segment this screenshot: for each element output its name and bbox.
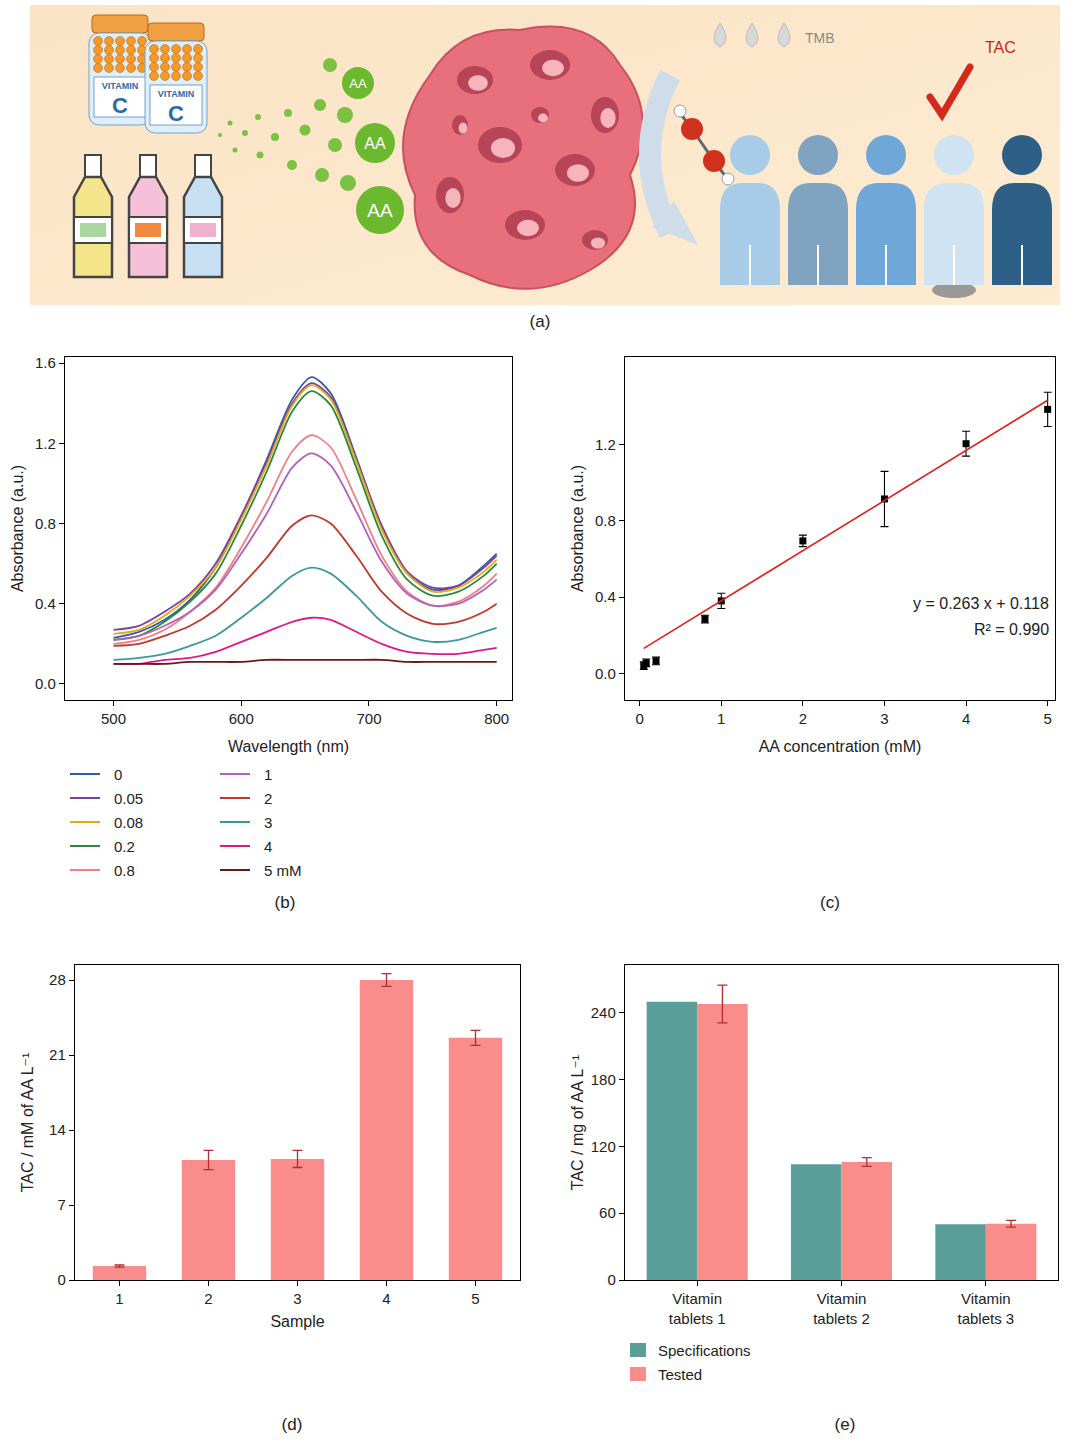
svg-text:Absorbance (a.u.): Absorbance (a.u.) — [569, 465, 586, 592]
svg-text:0: 0 — [636, 710, 644, 727]
svg-text:28: 28 — [49, 971, 66, 988]
svg-text:0: 0 — [57, 1271, 65, 1288]
svg-text:1.2: 1.2 — [595, 436, 616, 453]
html-text:1: 1 — [264, 765, 273, 783]
html-text:0.05: 0.05 — [114, 789, 144, 807]
svg-text:0.0: 0.0 — [595, 665, 616, 682]
svg-text:TAC / mg of AA L⁻¹: TAC / mg of AA L⁻¹ — [569, 1055, 586, 1190]
svg-text:AA: AA — [349, 76, 367, 91]
html-text:(d): (d) — [281, 1415, 303, 1434]
svg-text:5: 5 — [471, 1290, 479, 1307]
svg-text:0: 0 — [607, 1271, 615, 1288]
html-text:(c): (c) — [820, 893, 840, 912]
html-text:2: 2 — [264, 789, 273, 807]
svg-text:0.8: 0.8 — [595, 512, 616, 529]
html-text:0: 0 — [114, 765, 123, 783]
html-text:0.2: 0.2 — [114, 837, 135, 855]
html-text:Specifications: Specifications — [658, 1341, 751, 1359]
html-text:5 mM: 5 mM — [264, 861, 302, 879]
svg-text:0.4: 0.4 — [35, 595, 56, 612]
svg-text:14: 14 — [49, 1121, 66, 1138]
svg-text:7: 7 — [57, 1196, 65, 1213]
svg-text:Vitamintablets 2: Vitamintablets 2 — [813, 1290, 870, 1327]
html-text:4: 4 — [264, 837, 273, 855]
html-text:3: 3 — [264, 813, 273, 831]
svg-text:1: 1 — [115, 1290, 123, 1307]
svg-text:21: 21 — [49, 1046, 66, 1063]
svg-text:4: 4 — [382, 1290, 390, 1307]
svg-text:Sample: Sample — [270, 1313, 324, 1330]
html-text:(e): (e) — [834, 1415, 856, 1434]
svg-text:0.0: 0.0 — [35, 675, 56, 692]
svg-text:C: C — [112, 93, 128, 118]
svg-text:R² = 0.990: R² = 0.990 — [974, 621, 1049, 638]
svg-text:Wavelength (nm): Wavelength (nm) — [228, 738, 349, 755]
svg-text:Absorbance (a.u.): Absorbance (a.u.) — [9, 465, 26, 592]
svg-text:TAC: TAC — [985, 39, 1016, 56]
svg-text:C: C — [168, 101, 184, 126]
svg-text:800: 800 — [484, 710, 509, 727]
svg-text:700: 700 — [356, 710, 381, 727]
svg-text:0.8: 0.8 — [35, 515, 56, 532]
html-text:0.08: 0.08 — [114, 813, 144, 831]
svg-text:1: 1 — [717, 710, 725, 727]
svg-text:VITAMIN: VITAMIN — [158, 89, 194, 99]
svg-text:600: 600 — [229, 710, 254, 727]
svg-text:TAC / mM of AA L⁻¹: TAC / mM of AA L⁻¹ — [19, 1053, 36, 1193]
svg-text:5: 5 — [1043, 710, 1051, 727]
svg-text:AA concentration (mM): AA concentration (mM) — [759, 738, 922, 755]
svg-text:2: 2 — [799, 710, 807, 727]
svg-text:2: 2 — [204, 1290, 212, 1307]
svg-text:y = 0.263 x + 0.118: y = 0.263 x + 0.118 — [913, 595, 1049, 612]
svg-text:1.2: 1.2 — [35, 435, 56, 452]
svg-text:500: 500 — [101, 710, 126, 727]
svg-text:3: 3 — [293, 1290, 301, 1307]
svg-text:240: 240 — [591, 1004, 616, 1021]
svg-text:Vitamintablets 1: Vitamintablets 1 — [669, 1290, 726, 1327]
html-text:Tested: Tested — [658, 1365, 703, 1383]
svg-text:VITAMIN: VITAMIN — [102, 81, 138, 91]
svg-text:180: 180 — [591, 1071, 616, 1088]
svg-text:120: 120 — [591, 1138, 616, 1155]
svg-text:1.6: 1.6 — [35, 354, 56, 371]
html-text:(a): (a) — [529, 312, 551, 331]
svg-text:Vitamintablets 3: Vitamintablets 3 — [957, 1290, 1014, 1327]
svg-text:TMB: TMB — [805, 30, 835, 46]
svg-text:3: 3 — [880, 710, 888, 727]
html-text:(b): (b) — [274, 893, 296, 912]
svg-text:AA: AA — [364, 135, 386, 152]
svg-text:4: 4 — [962, 710, 970, 727]
html-text:0.8: 0.8 — [114, 861, 135, 879]
svg-text:0.4: 0.4 — [595, 588, 616, 605]
svg-text:60: 60 — [599, 1204, 616, 1221]
svg-text:AA: AA — [367, 200, 393, 221]
